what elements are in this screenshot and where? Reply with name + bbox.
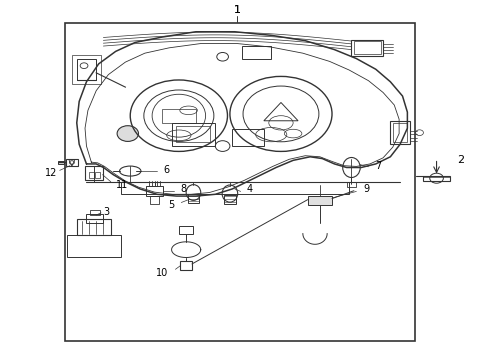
Text: 2: 2 (456, 156, 464, 165)
Bar (223, 195, 236, 204)
Circle shape (117, 126, 138, 141)
Bar (85, 166, 102, 180)
Bar (389, 121, 409, 144)
Text: 5: 5 (168, 200, 174, 210)
Bar (145, 186, 163, 196)
Bar (90, 210, 100, 215)
Text: 10: 10 (155, 268, 167, 278)
Text: 1: 1 (233, 5, 240, 15)
Bar (120, 182, 348, 194)
Bar (77, 219, 111, 235)
Text: 3: 3 (102, 207, 109, 217)
Text: 4: 4 (246, 184, 252, 194)
Bar (179, 226, 193, 234)
Bar (187, 194, 199, 203)
Text: 1: 1 (233, 5, 240, 15)
Text: 8: 8 (180, 184, 186, 194)
Bar (67, 235, 120, 257)
Text: 12: 12 (45, 168, 58, 178)
Text: 7: 7 (374, 161, 381, 171)
Bar (176, 126, 210, 143)
Bar (351, 40, 382, 56)
Bar (58, 161, 64, 164)
Text: 6: 6 (163, 165, 169, 175)
Bar (86, 214, 103, 223)
Bar (64, 23, 414, 341)
Bar (89, 172, 94, 178)
Bar (392, 123, 407, 143)
Bar (77, 59, 96, 80)
Bar (95, 172, 100, 178)
Bar (180, 261, 192, 270)
Text: 9: 9 (362, 184, 368, 194)
Bar (149, 196, 159, 204)
Bar (171, 123, 215, 146)
Bar (307, 196, 331, 205)
Bar (346, 182, 356, 187)
Bar (242, 46, 271, 59)
Bar (162, 109, 196, 123)
Text: 11: 11 (116, 180, 128, 190)
Bar (232, 129, 264, 146)
Bar (72, 55, 101, 84)
Bar (422, 176, 449, 181)
Bar (353, 41, 380, 54)
Bar (66, 159, 78, 166)
